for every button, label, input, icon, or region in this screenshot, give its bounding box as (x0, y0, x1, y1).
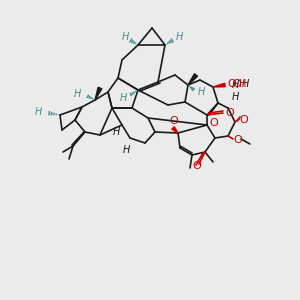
Text: O: O (209, 118, 218, 128)
Text: H: H (231, 80, 239, 90)
Polygon shape (188, 74, 198, 85)
Text: O: O (232, 79, 242, 89)
Text: H: H (232, 92, 239, 102)
Text: H: H (121, 32, 129, 42)
Text: O: O (239, 115, 248, 125)
Text: O: O (193, 161, 201, 171)
Text: H: H (241, 79, 249, 89)
Text: H: H (112, 127, 120, 137)
Text: H: H (175, 32, 183, 42)
Text: H: H (122, 145, 130, 155)
Text: H: H (239, 79, 246, 89)
Text: O: O (225, 108, 234, 118)
Text: H: H (197, 87, 205, 97)
Text: H: H (73, 89, 81, 99)
Text: H: H (119, 93, 127, 103)
Text: H: H (34, 107, 42, 117)
Text: O: O (227, 79, 236, 89)
Polygon shape (213, 83, 225, 87)
Text: O: O (169, 116, 178, 126)
Text: O: O (233, 135, 242, 145)
Polygon shape (172, 127, 178, 133)
Polygon shape (95, 87, 102, 100)
